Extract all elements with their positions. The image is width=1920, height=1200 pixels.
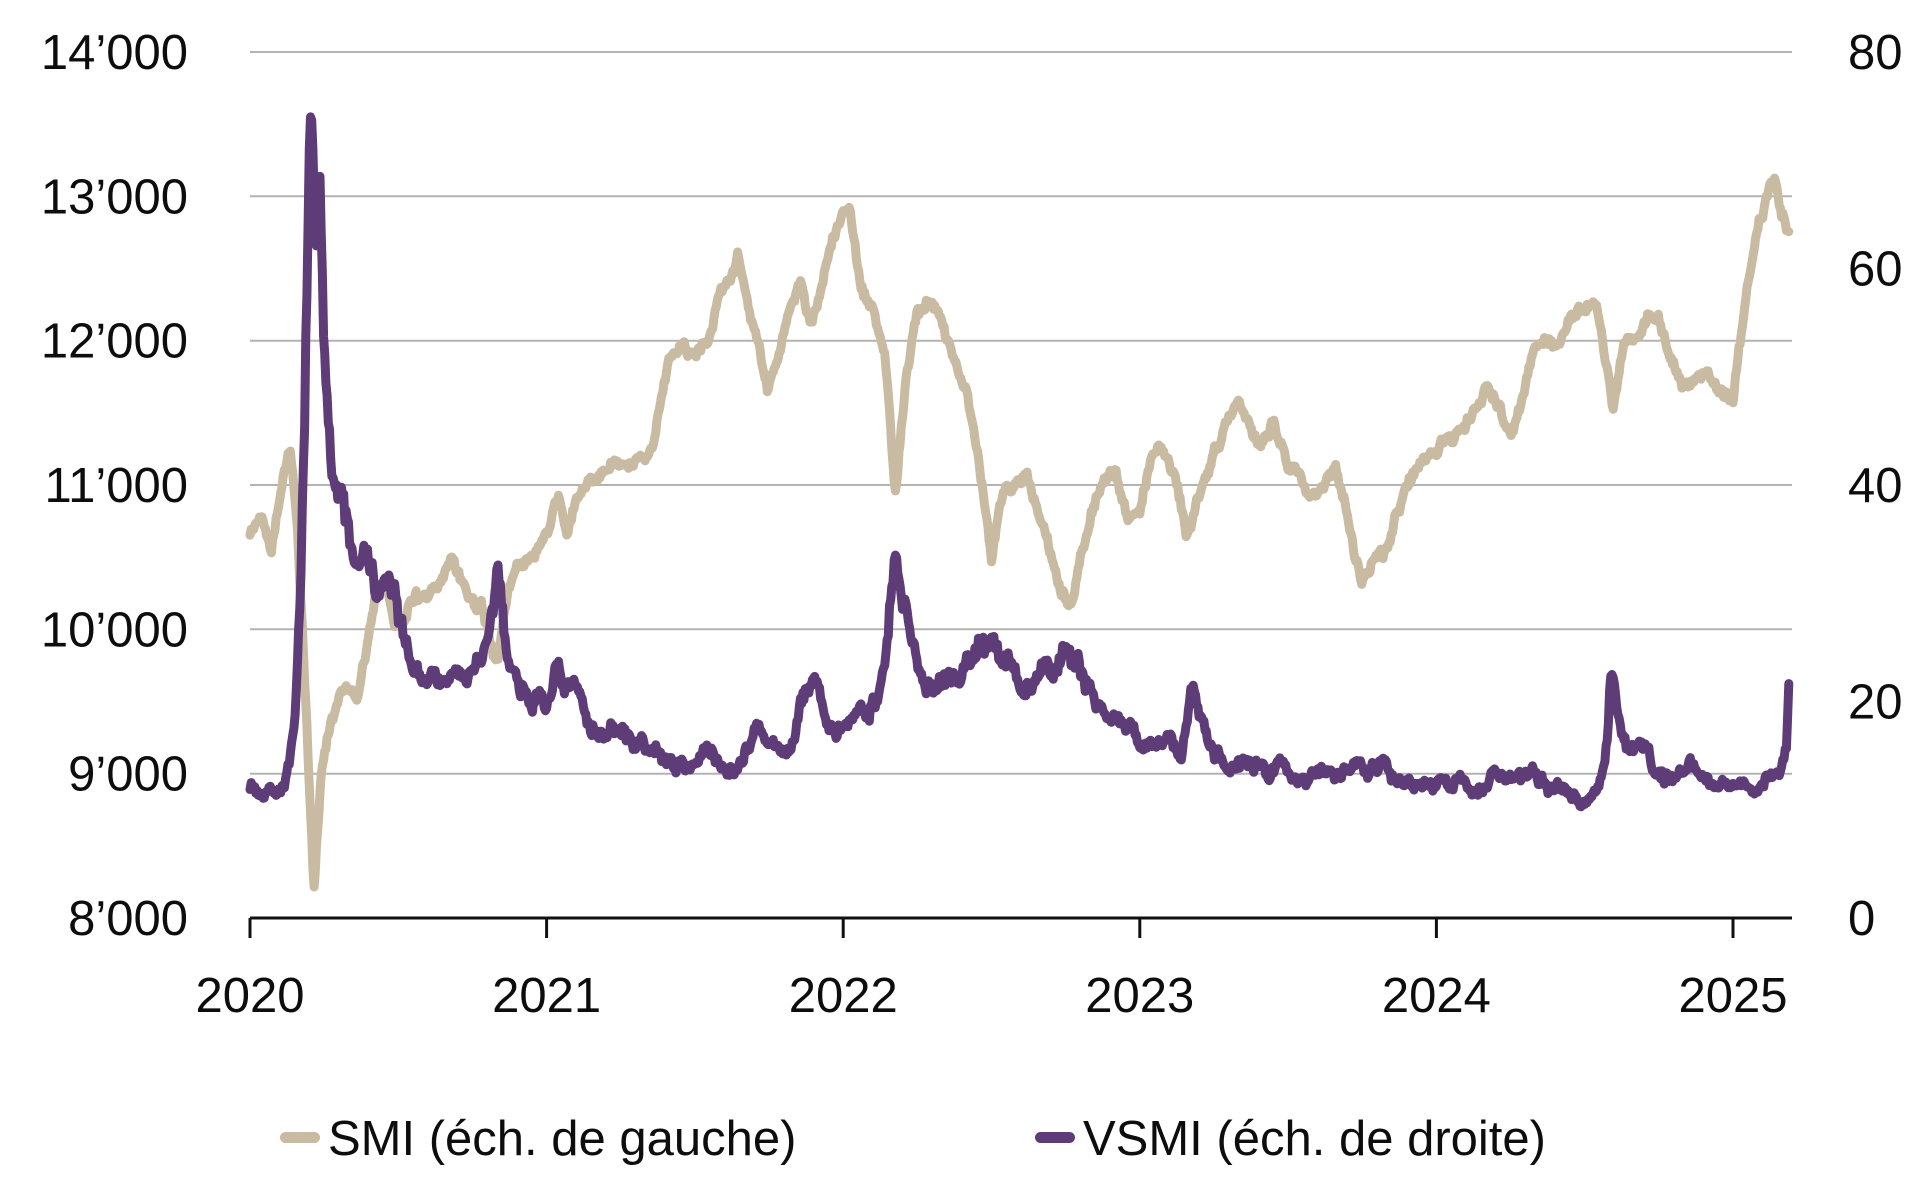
smi-line-series — [245, 173, 1794, 892]
y-axis-right-labels: 80 60 40 20 0 — [1848, 26, 1903, 946]
x-axis: 2020 2021 2022 2023 2024 2025 — [195, 916, 1792, 1023]
y-left-tick-label: 8’000 — [68, 892, 188, 946]
x-tick-label: 2022 — [789, 969, 898, 1023]
y-right-tick-label: 80 — [1848, 26, 1903, 80]
vsmi-line-series — [245, 112, 1794, 812]
y-left-tick-label: 14’000 — [41, 26, 188, 80]
y-right-tick-label: 40 — [1848, 459, 1903, 513]
y-left-tick-label: 9’000 — [68, 748, 188, 802]
x-tick-label: 2021 — [492, 969, 601, 1023]
y-right-tick-label: 0 — [1848, 892, 1875, 946]
y-right-tick-label: 60 — [1848, 243, 1903, 297]
x-axis-ticks — [248, 918, 1735, 938]
legend-label-vsmi: VSMI (éch. de droite) — [1083, 1112, 1546, 1166]
y-left-tick-label: 10’000 — [41, 603, 188, 657]
y-left-tick-label: 12’000 — [41, 315, 188, 369]
x-tick-label: 2023 — [1085, 969, 1194, 1023]
y-axis-left-labels: 14’000 13’000 12’000 11’000 10’000 9’000… — [41, 26, 188, 946]
y-left-tick-label: 13’000 — [41, 170, 188, 224]
legend-swatch-smi — [280, 1132, 320, 1143]
legend-swatch-vsmi — [1035, 1132, 1075, 1143]
y-left-tick-label: 11’000 — [44, 459, 188, 513]
legend: SMI (éch. de gauche) VSMI (éch. de droit… — [280, 1112, 1546, 1166]
y-right-tick-label: 20 — [1848, 676, 1903, 730]
x-tick-label: 2024 — [1382, 969, 1491, 1023]
legend-label-smi: SMI (éch. de gauche) — [328, 1112, 796, 1166]
x-tick-label: 2025 — [1678, 969, 1787, 1023]
x-tick-label: 2020 — [195, 969, 304, 1023]
